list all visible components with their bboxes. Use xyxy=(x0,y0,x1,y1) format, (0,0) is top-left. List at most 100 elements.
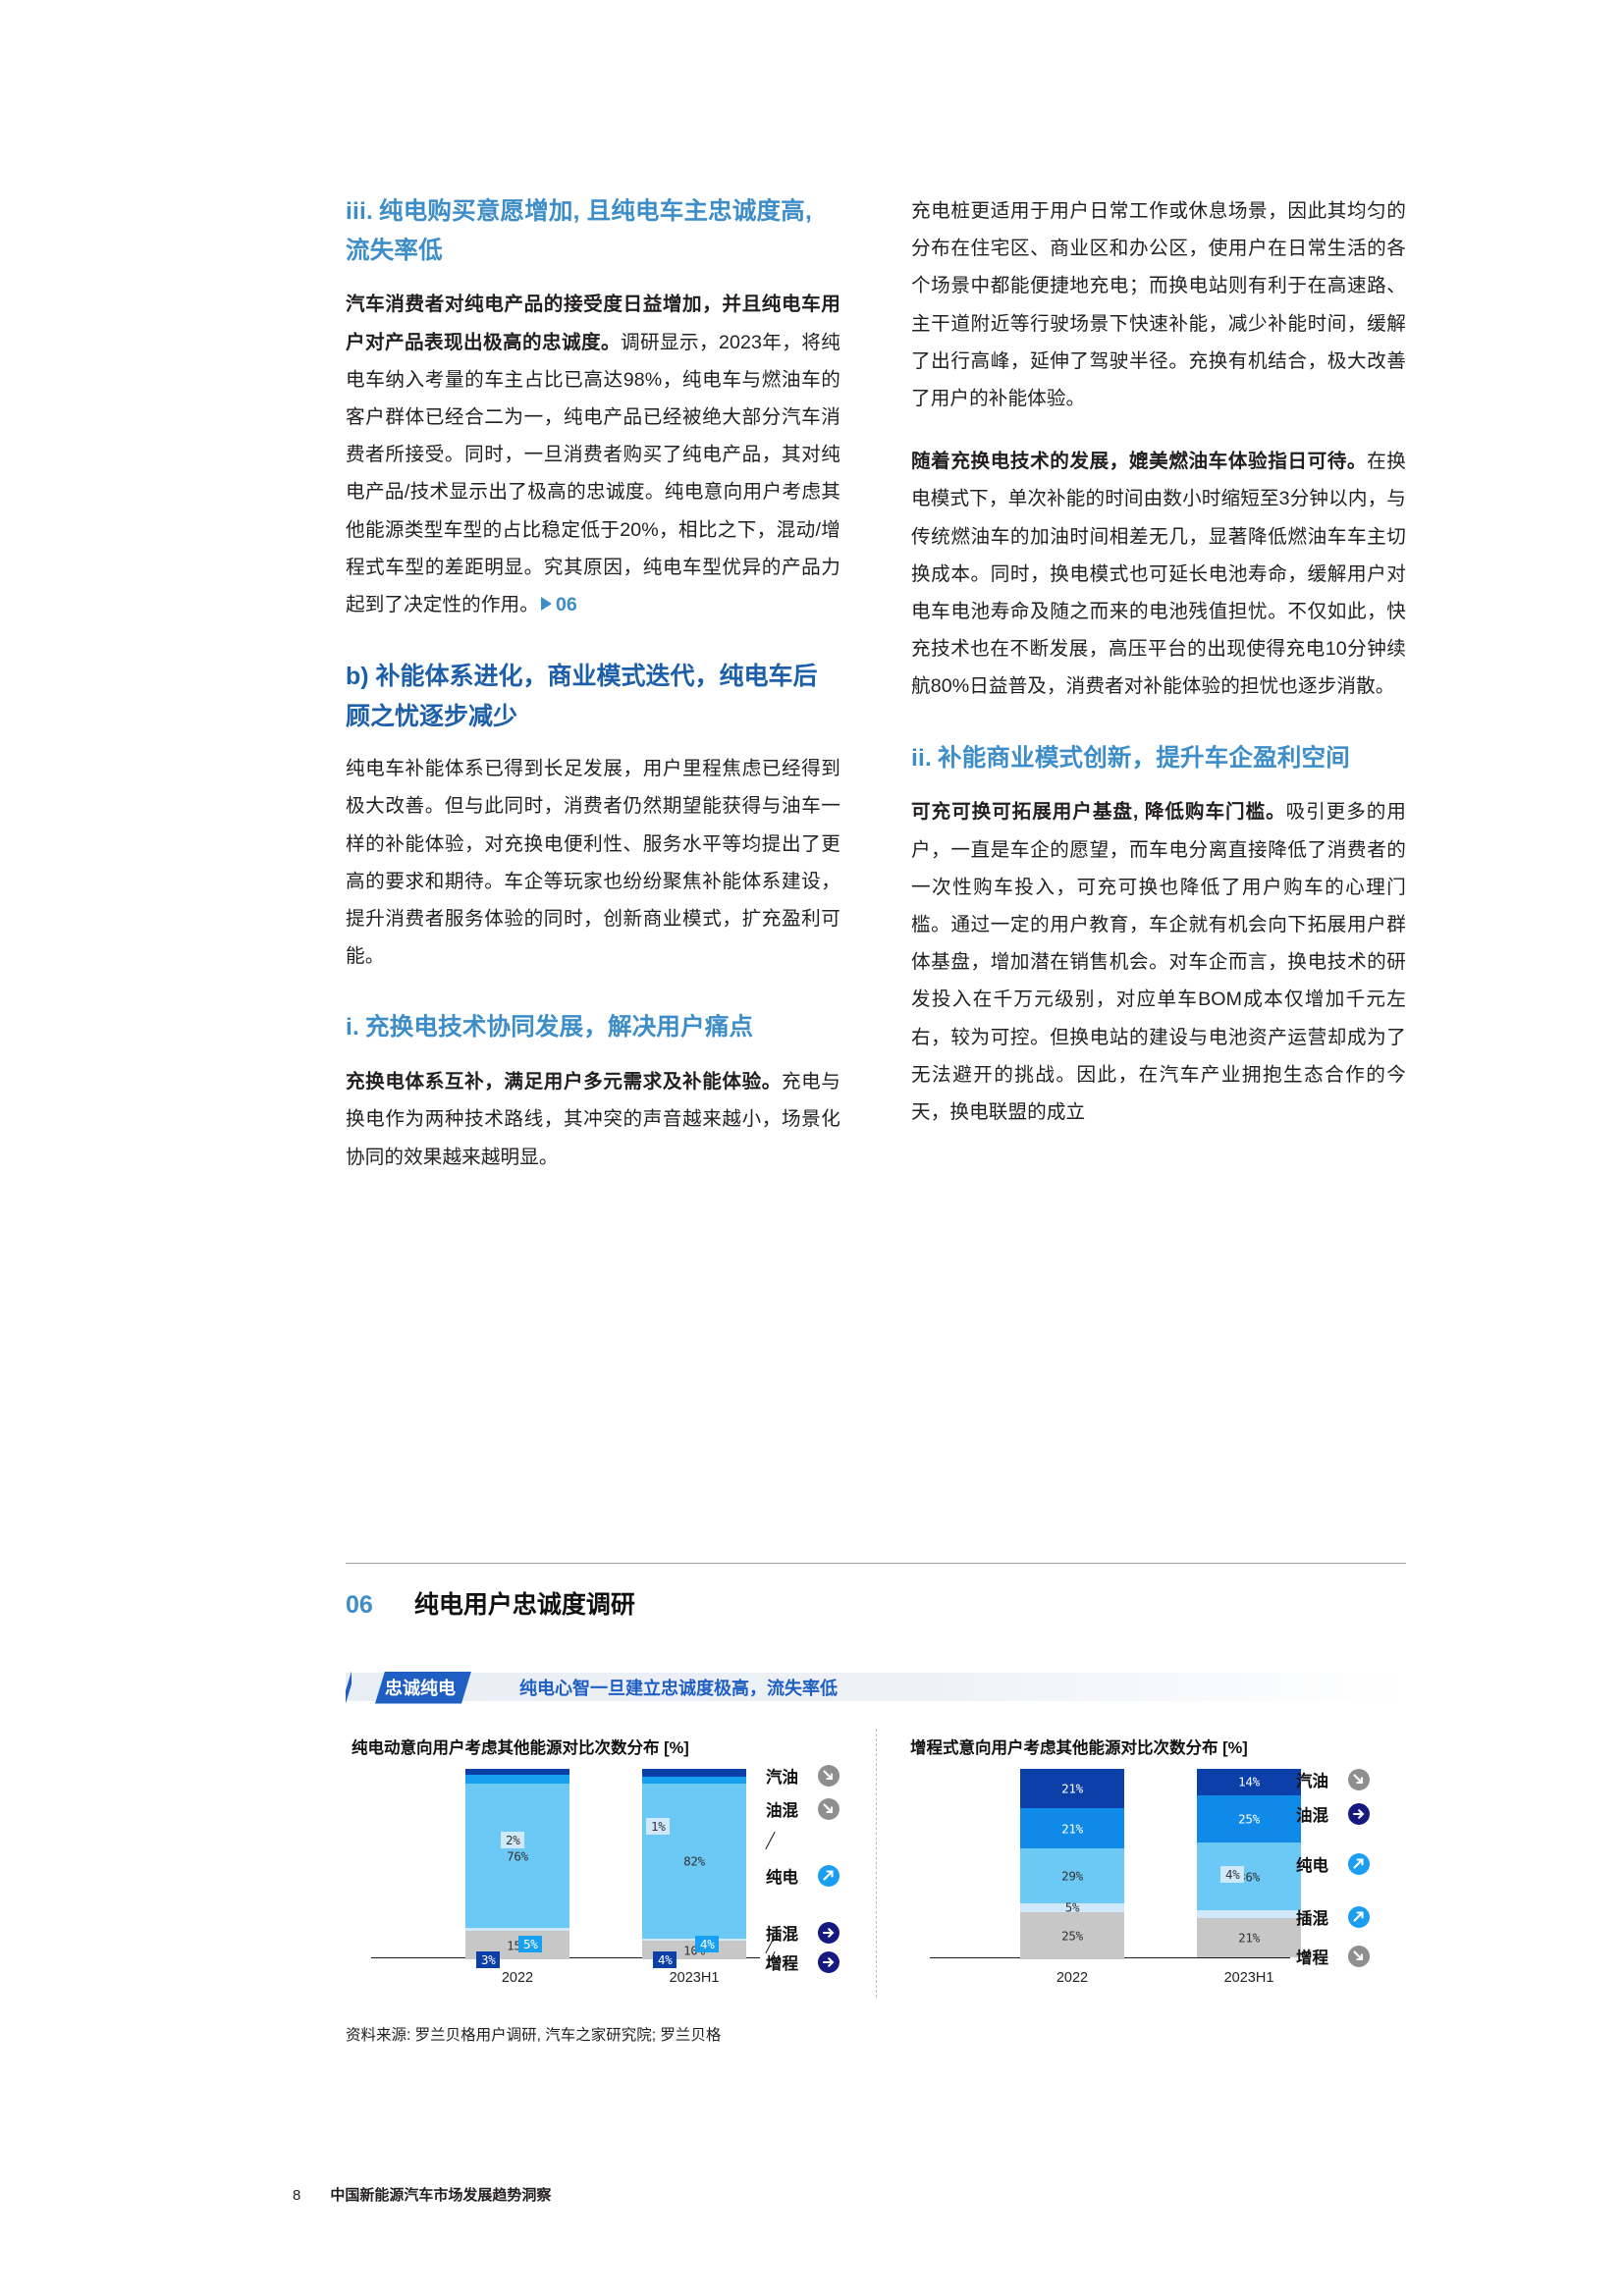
chart-erev-intent: 增程式意向用户考虑其他能源对比次数分布 [%] 21% 21% 29% 5% 2… xyxy=(876,1729,1406,1998)
bar-2023h1: 14% 25% 36% 21% xyxy=(1197,1769,1301,1958)
category-2023h1: 2023H1 xyxy=(1223,1970,1274,1986)
bar-2022: 76% 15% xyxy=(465,1769,569,1960)
page-footer: 8 中国新能源汽车市场发展趋势洞察 xyxy=(293,2184,551,2205)
legend-item-hev: 油混 xyxy=(766,1797,839,1821)
bar-2022: 21% 21% 29% 5% 25% xyxy=(1020,1769,1124,1960)
segment-erev: 21% xyxy=(1020,1769,1124,1809)
value-bev: 29% xyxy=(1061,1868,1083,1884)
arrow-up-right-icon xyxy=(818,1865,839,1887)
legend-item-phev: 插混 xyxy=(1296,1905,1370,1929)
arrow-down-right-icon xyxy=(818,1765,839,1787)
legend-label-phev: 插混 xyxy=(766,1926,798,1944)
legend-label-erev: 增程 xyxy=(766,1955,798,1973)
segment-phev: 25% xyxy=(1197,1794,1301,1842)
triangle-right-icon xyxy=(540,597,552,612)
arrow-down-right-icon xyxy=(1348,1769,1370,1790)
heading-iii-text: 纯电购买意愿增加, 且纯电车主忠诚度高, 流失率低 xyxy=(346,198,812,264)
left-paragraph-2: 纯电车补能体系已得到长足发展，用户里程焦虑已经得到极大改善。但与此同时，消费者仍… xyxy=(346,758,840,968)
heading-ii-text: 补能商业模式创新，提升车企盈利空间 xyxy=(938,744,1350,772)
segment-phev xyxy=(642,1776,746,1785)
exhibit-banner: 忠诚纯电 纯电心智一旦建立忠诚度极高，流失率低 xyxy=(346,1670,1406,1705)
value-hev: 5% xyxy=(1064,1899,1080,1915)
banner-slash-left xyxy=(346,1672,352,1704)
heading-b: b) 补能体系进化，商业模式迭代，纯电车后顾之忧逐步减少 xyxy=(346,663,818,730)
chiplabel-2023h1-phev: 4% xyxy=(695,1936,720,1952)
value-erev: 21% xyxy=(1061,1781,1083,1796)
left-paragraph-1-lead: 汽车消费者对纯电产品的接受度日益增加，并且纯电车用户对产品表现出极高的忠诚度。 xyxy=(346,294,840,353)
segment-hev xyxy=(465,1927,569,1932)
text-columns: iii. 纯电购买意愿增加, 且纯电车主忠诚度高, 流失率低 汽车消费者对纯电产品… xyxy=(346,192,1406,1176)
banner-message: 纯电心智一旦建立忠诚度极高，流失率低 xyxy=(519,1679,838,1698)
arrow-right-icon xyxy=(1348,1803,1370,1825)
heading-iii-numeral: iii. xyxy=(346,198,374,225)
arrow-down-right-icon xyxy=(818,1798,839,1820)
legend-item-erev: 增程 xyxy=(1296,1945,1370,1968)
heading-iii: iii. 纯电购买意愿增加, 且纯电车主忠诚度高, 流失率低 xyxy=(302,192,840,270)
legend-label-gasoline: 汽油 xyxy=(1296,1773,1328,1790)
left-column: iii. 纯电购买意愿增加, 且纯电车主忠诚度高, 流失率低 汽车消费者对纯电产品… xyxy=(346,192,840,1176)
heading-i-text: 充换电技术协同发展，解决用户痛点 xyxy=(365,1014,754,1041)
document-title: 中国新能源汽车市场发展趋势洞察 xyxy=(330,2187,552,2204)
arrow-up-right-icon xyxy=(1348,1853,1370,1875)
legend-item-phev: 插混 xyxy=(766,1921,839,1945)
right-paragraph-3: 可充可换可拓展用户基盘, 降低购车门槛。吸引更多的用户，一直是车企的愿望，而车电… xyxy=(911,793,1406,1131)
segment-bev: 29% xyxy=(1020,1847,1124,1903)
legend-label-bev: 纯电 xyxy=(1296,1857,1328,1875)
segment-gasoline: 21% xyxy=(1197,1917,1301,1958)
segment-gasoline: 25% xyxy=(1020,1912,1124,1960)
chart-right-legend: 汽油 油混 纯电 xyxy=(1296,1769,1406,1967)
chiplabel-2023h1-hev: 1% xyxy=(646,1818,671,1835)
page-number: 8 xyxy=(293,2187,301,2204)
exhibit-number: 06 xyxy=(346,1591,373,1619)
exhibit-source: 资料来源: 罗兰贝格用户调研, 汽车之家研究院; 罗兰贝格 xyxy=(346,2027,722,2044)
chart-left-title: 纯电动意向用户考虑其他能源对比次数分布 [%] xyxy=(352,1739,689,1757)
arrow-up-right-icon xyxy=(1348,1906,1370,1928)
segment-hev xyxy=(642,1939,746,1942)
heading-ii: ii. 补能商业模式创新，提升车企盈利空间 xyxy=(911,739,1406,778)
legend-item-gasoline: 汽油 xyxy=(1296,1768,1370,1791)
exhibit-divider xyxy=(346,1563,1406,1564)
segment-bev: 76% xyxy=(465,1784,569,1928)
legend-label-hev: 油混 xyxy=(1296,1807,1328,1825)
chart-bev-intent: 纯电动意向用户考虑其他能源对比次数分布 [%] 76% 15% 2% 5% 3% xyxy=(346,1729,876,1998)
exhibit-reference-06[interactable]: 06 xyxy=(539,594,577,615)
legend-item-gasoline: 汽油 xyxy=(766,1764,839,1788)
heading-ii-numeral: ii. xyxy=(911,744,933,772)
left-paragraph-1: 汽车消费者对纯电产品的接受度日益增加，并且纯电车用户对产品表现出极高的忠诚度。调… xyxy=(346,286,840,623)
banner-background xyxy=(346,1673,1406,1701)
chart-left-plot: 76% 15% 2% 5% 3% 2022 82% 1 xyxy=(346,1765,876,1998)
segment-bev: 82% xyxy=(642,1784,746,1940)
right-paragraph-2: 随着充换电技术的发展，媲美燃油车体验指日可待。在换电模式下，单次补能的时间由数小… xyxy=(911,443,1406,705)
chiplabel-2022-hev: 2% xyxy=(501,1832,525,1848)
segment-phev: 21% xyxy=(1020,1808,1124,1848)
chart-left-legend: 汽油 油混 纯电 xyxy=(766,1765,876,1973)
legend-item-erev: 增程 xyxy=(766,1950,839,1974)
left-paragraph-3-lead: 充换电体系互补，满足用户多元需求及补能体验。 xyxy=(346,1071,782,1094)
segment-phev xyxy=(465,1774,569,1785)
chiplabel-2022-phev: 5% xyxy=(518,1936,543,1952)
legend-item-bev: 纯电 xyxy=(766,1864,839,1888)
legend-item-bev: 纯电 xyxy=(1296,1852,1370,1876)
value-bev: 82% xyxy=(683,1853,705,1869)
right-column: 充电桩更适用于用户日常工作或休息场景，因此其均匀的分布在住宅区、商业区和办公区，… xyxy=(911,192,1406,1176)
chiplabel-2023h1-hev: 4% xyxy=(1220,1866,1245,1883)
chart-right-title: 增程式意向用户考虑其他能源对比次数分布 [%] xyxy=(910,1739,1248,1757)
value-erev: 14% xyxy=(1238,1774,1260,1789)
charts-row: 纯电动意向用户考虑其他能源对比次数分布 [%] 76% 15% 2% 5% 3% xyxy=(346,1729,1406,1998)
banner-tag: 忠诚纯电 xyxy=(375,1672,471,1704)
segment-erev xyxy=(465,1769,569,1775)
left-paragraph-1-rest: 调研显示，2023年，将纯电车纳入考量的车主占比已高达98%，纯电车与燃油车的客… xyxy=(346,331,841,615)
heading-i: i. 充换电技术协同发展，解决用户痛点 xyxy=(346,1008,840,1047)
legend-label-bev: 纯电 xyxy=(766,1869,798,1887)
right-paragraph-3-rest: 吸引更多的用户，一直是车企的愿望，而车电分离直接降低了消费者的一次性购车投入，可… xyxy=(911,801,1406,1123)
value-phev: 21% xyxy=(1061,1821,1083,1837)
value-phev: 25% xyxy=(1238,1811,1260,1827)
exhibit-header: 06 纯电用户忠诚度调研 xyxy=(346,1585,1406,1621)
segment-hev xyxy=(1197,1910,1301,1918)
value-bev: 36% xyxy=(1238,1869,1260,1885)
arrow-down-right-icon xyxy=(1348,1946,1370,1967)
arrow-right-icon xyxy=(818,1951,839,1973)
exhibit-block: 06 纯电用户忠诚度调研 忠诚纯电 纯电心智一旦建立忠诚度极高，流失率低 纯电动… xyxy=(346,1563,1406,2045)
value-bev: 76% xyxy=(507,1848,528,1863)
